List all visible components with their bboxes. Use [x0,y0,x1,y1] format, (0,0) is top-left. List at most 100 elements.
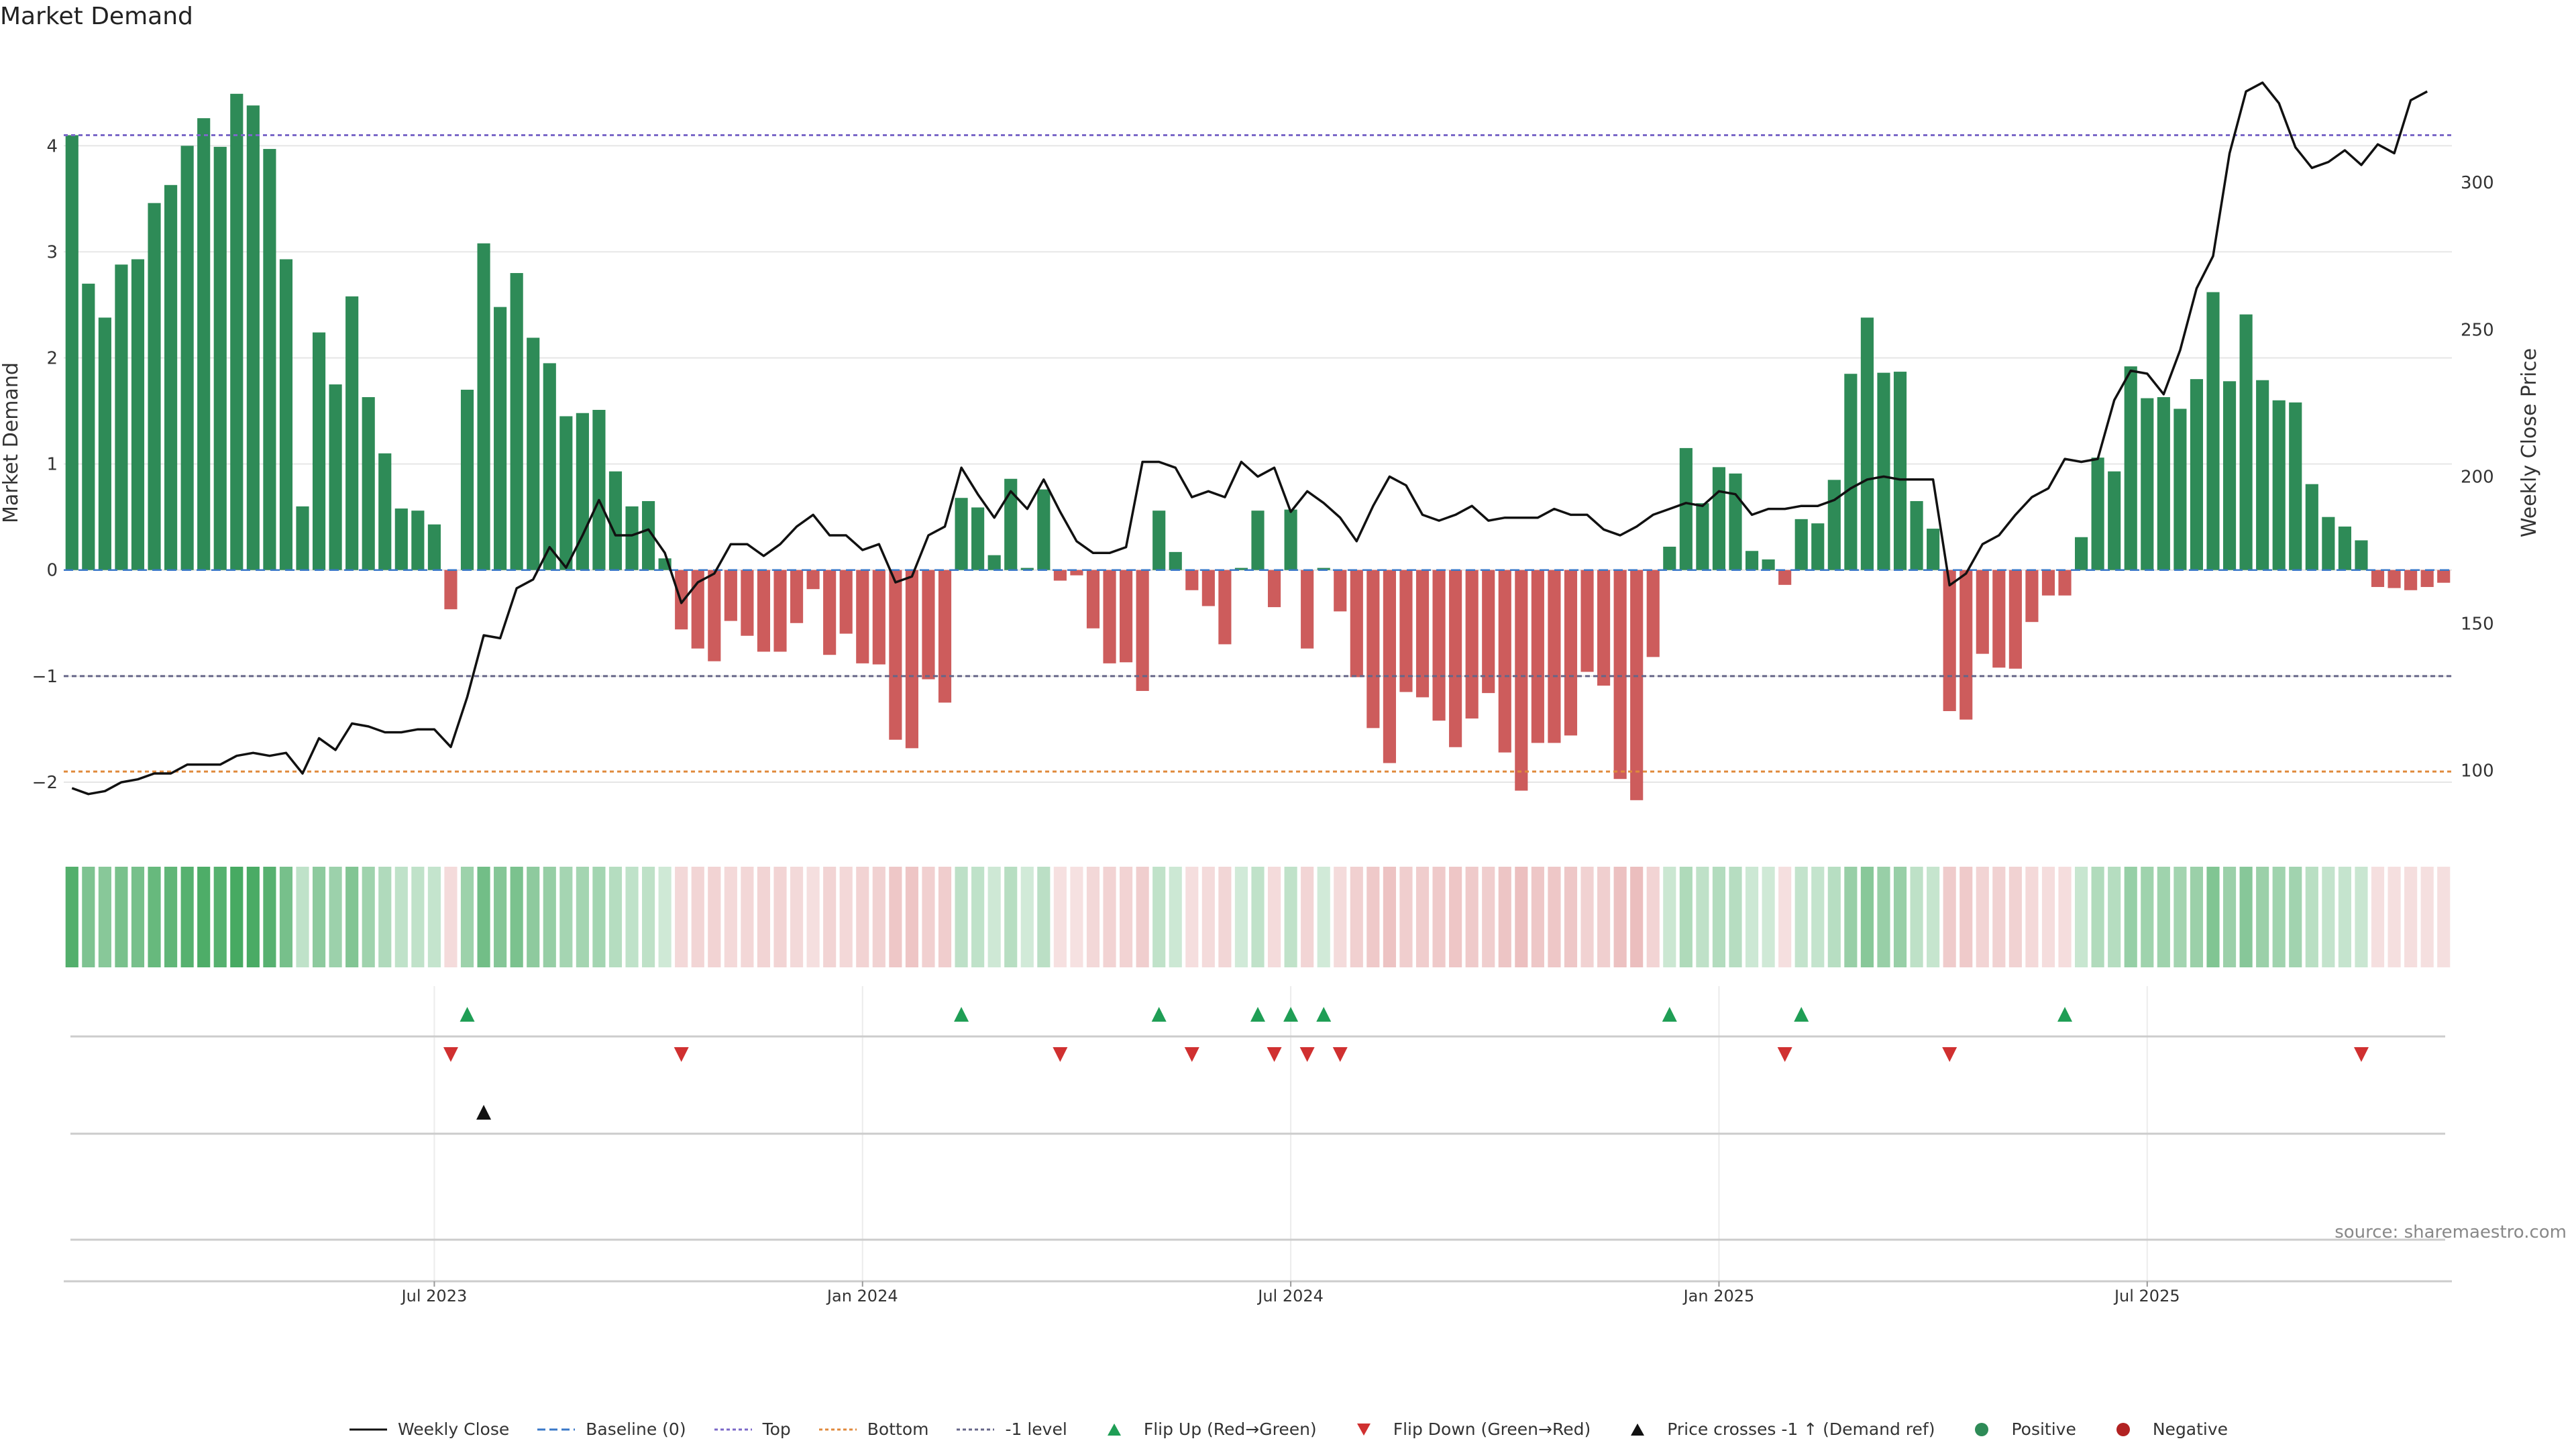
demand-bar [2256,380,2269,570]
strip-cell [1415,867,1430,967]
demand-bar [724,570,737,621]
legend-label: Top [762,1419,791,1439]
strip-cell [658,867,672,967]
demand-bar [1415,570,1430,698]
demand-bar [82,283,95,570]
demand-bar [1103,570,1116,663]
demand-bar [1185,570,1199,590]
demand-bar [1992,570,2006,668]
strip-cell [905,867,918,967]
strip-cell [2355,867,2368,967]
strip-cell [131,867,145,967]
strip-cell [1844,867,1858,967]
legend-label: Flip Up (Red→Green) [1143,1419,1317,1439]
strip-cell [1020,867,1034,967]
strip-cell [1037,867,1051,967]
strip-cell [922,867,935,967]
strip-cell [1943,867,1956,967]
demand-bar [856,570,869,663]
demand-bar [444,570,458,610]
strip-cell [773,867,787,967]
strip-cell [2437,867,2451,967]
flip-up-marker [1794,1007,1809,1022]
strip-cell [1910,867,1923,967]
demand-bar [773,570,787,652]
strip-cell [427,867,441,967]
demand-bar [279,259,293,570]
demand-bar [1070,570,1083,576]
strip-cell [1086,867,1100,967]
demand-bar [2075,537,2088,570]
strip-cell [2239,867,2253,967]
legend-item: Bottom [818,1419,928,1439]
demand-bar [2141,398,2154,570]
legend-label: Weekly Close [397,1419,510,1439]
demand-bar [1844,374,1858,570]
demand-bar [2272,400,2286,570]
strip-cell [1136,867,1149,967]
strip-cell [1251,867,1265,967]
demand-bar [1169,551,1182,570]
strip-cell [263,867,276,967]
price-cross-marker [476,1105,492,1120]
demand-bar [2108,471,2121,570]
strip-cell [1976,867,1989,967]
dotted-line-icon [818,1428,857,1430]
strip-cell [2008,867,2022,967]
source-label: source: sharemaestro.com [2334,1222,2567,1242]
strip-cell [1201,867,1215,967]
demand-bar [2338,526,2351,570]
flip-up-marker [1151,1007,1167,1022]
strip-cell [115,867,128,967]
flip-up-marker [1250,1007,1265,1022]
demand-bar [1465,570,1479,719]
demand-bar [1597,570,1611,686]
strip-cell [2141,867,2154,967]
strip-cell [1794,867,1808,967]
demand-bar [1152,511,1166,570]
strip-cell [1696,867,1709,967]
strip-cell [1267,867,1281,967]
demand-bar [922,570,935,680]
strip-cell [2305,867,2318,967]
strip-cell [2420,867,2434,967]
strip-cell [362,867,375,967]
y-tick-label: 1 [46,455,58,475]
demand-bar [1301,570,1314,649]
x-tick-label: Jan 2025 [1682,1287,1755,1305]
demand-bar [1811,523,1825,570]
demand-bar [806,570,820,590]
strip-cell [296,867,309,967]
y2-axis-label: Weekly Close Price [2518,348,2541,537]
demand-bar [2041,570,2055,596]
strip-cell [2371,867,2385,967]
strip-cell [1893,867,1907,967]
demand-bar [1960,570,1973,720]
demand-bar [131,259,145,570]
legend-label: Flip Down (Green→Red) [1393,1419,1591,1439]
y2-tick-label: 300 [2461,173,2494,193]
strip-cell [213,867,227,967]
strip-cell [1465,867,1479,967]
strip-cell [1712,867,1726,967]
strip-cell [1811,867,1825,967]
demand-bar [2058,570,2072,596]
demand-bar [1399,570,1413,692]
strip-cell [543,867,556,967]
y-tick-label: −2 [32,773,58,793]
strip-cell [1301,867,1314,967]
strip-cell [608,867,623,967]
strip-cell [1827,867,1841,967]
demand-bar [2239,314,2253,570]
demand-bar [1201,570,1215,606]
strip-cell [1531,867,1544,967]
flip-up-marker [1662,1007,1677,1022]
demand-bar [1548,570,1561,743]
demand-bar [1794,519,1808,570]
strip-cell [2190,867,2204,967]
demand-bar [2355,540,2368,570]
demand-bar [1020,568,1034,570]
demand-bar [1251,511,1265,570]
demand-bar [1053,570,1067,581]
